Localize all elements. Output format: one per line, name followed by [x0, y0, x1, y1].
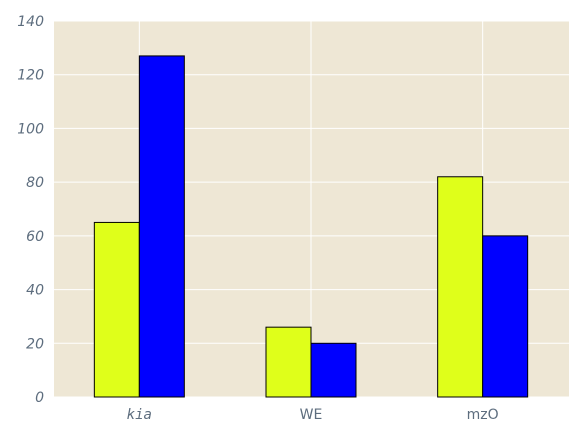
- bar-kia-series-2: [138, 55, 185, 398]
- y-tick-label: 140: [17, 14, 44, 30]
- x-tick-label: kia: [127, 407, 152, 423]
- bar-WE-series-2: [310, 342, 357, 398]
- bars: [93, 55, 529, 398]
- y-tick-label: 60: [26, 229, 44, 245]
- y-tick-label: 20: [26, 336, 44, 352]
- y-tick-label: 40: [26, 283, 44, 299]
- bar-WE-series-1: [265, 326, 312, 398]
- x-axis-ticks: kia WE mzO: [127, 407, 499, 423]
- x-tick-label: WE: [300, 407, 323, 423]
- y-tick-label: 100: [17, 121, 44, 137]
- bar-mzO-series-1: [437, 176, 484, 398]
- y-tick-label: 80: [26, 175, 44, 191]
- x-tick-label: mzO: [467, 407, 499, 423]
- bar-kia-series-1: [93, 221, 140, 398]
- y-tick-label: 120: [17, 68, 44, 84]
- bar-mzO-series-2: [482, 235, 529, 398]
- y-axis-ticks: 0 20 40 60 80 100 120 140: [17, 14, 44, 406]
- y-tick-label: 0: [35, 390, 44, 406]
